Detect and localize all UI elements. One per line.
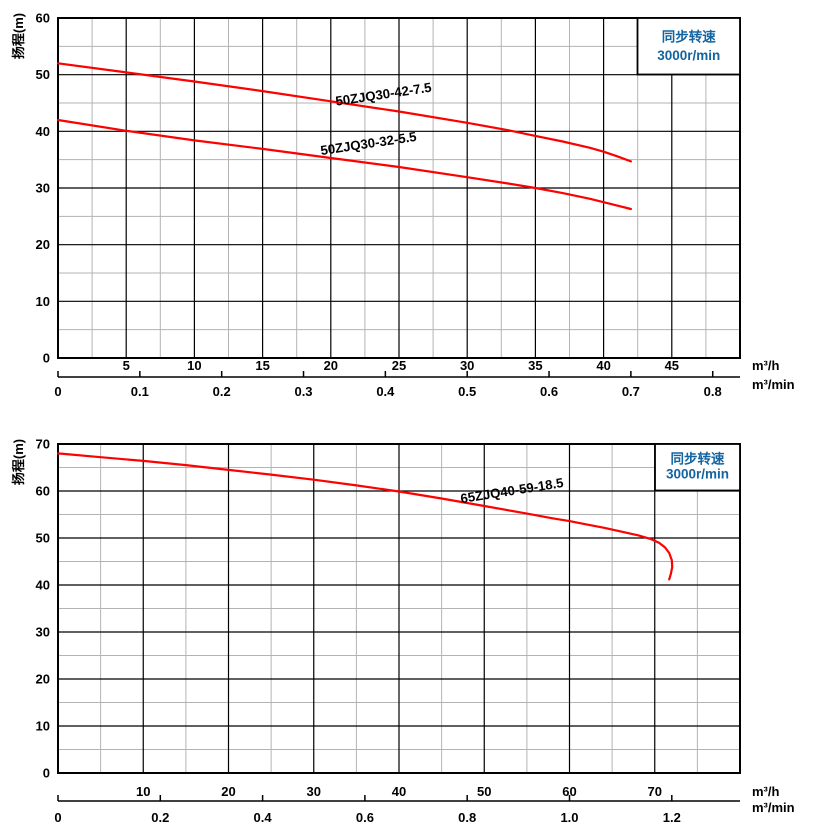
y-tick-label: 60 bbox=[36, 484, 50, 499]
y-tick-label: 10 bbox=[36, 719, 50, 734]
y-tick-label: 70 bbox=[36, 437, 50, 452]
x2-tick-label: 0.8 bbox=[458, 810, 476, 825]
x-tick-label: 25 bbox=[392, 358, 406, 373]
x-unit-primary-label: m³/h bbox=[752, 784, 780, 799]
curve-65ZJQ40-59-18.5 bbox=[56, 452, 674, 581]
y-tick-label: 0 bbox=[43, 351, 50, 366]
sync-speed-line2: 3000r/min bbox=[666, 466, 729, 481]
x-tick-label: 20 bbox=[221, 784, 235, 799]
x-tick-label: 40 bbox=[596, 358, 610, 373]
sync-speed-line2: 3000r/min bbox=[657, 48, 720, 63]
grid-major bbox=[58, 18, 740, 358]
x2-tick-label: 0.3 bbox=[294, 384, 312, 399]
sync-speed-box: 同步转速 3000r/min bbox=[636, 17, 741, 76]
x-tick-label: 50 bbox=[477, 784, 491, 799]
x-tick-label: 45 bbox=[665, 358, 679, 373]
y-tick-label: 20 bbox=[36, 672, 50, 687]
y-tick-label: 50 bbox=[36, 531, 50, 546]
x2-tick-label: 0 bbox=[54, 384, 61, 399]
plot-border bbox=[57, 17, 741, 359]
secondary-x-axis: 0 0.1 0.2 0.3 0.4 0.5 0.6 0.7 0.8 bbox=[54, 371, 740, 399]
x-unit-primary-label: m³/h bbox=[752, 358, 780, 373]
x2-tick-label: 0 bbox=[54, 810, 61, 825]
y-tick-label: 0 bbox=[43, 766, 50, 781]
y-tick-label: 30 bbox=[36, 181, 50, 196]
x2-tick-label: 0.2 bbox=[151, 810, 169, 825]
x-tick-label: 30 bbox=[307, 784, 321, 799]
x-tick-label: 15 bbox=[255, 358, 269, 373]
x2-tick-label: 1.2 bbox=[663, 810, 681, 825]
curve-label: 65ZJQ40-59-18.5 bbox=[459, 475, 564, 506]
x2-tick-label: 0.2 bbox=[213, 384, 231, 399]
x2-tick-label: 0.6 bbox=[356, 810, 374, 825]
x-tick-label: 10 bbox=[136, 784, 150, 799]
x2-tick-label: 0.7 bbox=[622, 384, 640, 399]
x2-tick-label: 0.4 bbox=[254, 810, 273, 825]
curve-50ZJQ30-32-5.5 bbox=[56, 118, 632, 211]
x2-tick-label: 0.1 bbox=[131, 384, 149, 399]
y-axis-tick-labels: 0 10 20 30 40 50 60 70 bbox=[36, 437, 50, 781]
sync-speed-line1: 同步转速 bbox=[671, 451, 725, 467]
x-unit-secondary-label: m³/min bbox=[752, 800, 795, 815]
x2-tick-label: 0.6 bbox=[540, 384, 558, 399]
plot-border bbox=[57, 443, 741, 774]
y-axis-tick-labels: 0 10 20 30 40 50 60 bbox=[36, 11, 50, 366]
curve-label: 50ZJQ30-32-5.5 bbox=[320, 129, 418, 158]
y-axis-title: 扬程(m) bbox=[11, 439, 26, 485]
x2-tick-label: 0.4 bbox=[376, 384, 395, 399]
x-axis-tick-labels: 10 20 30 40 50 60 70 bbox=[136, 784, 662, 799]
x2-tick-label: 1.0 bbox=[560, 810, 578, 825]
y-tick-label: 10 bbox=[36, 294, 50, 309]
x-tick-label: 60 bbox=[562, 784, 576, 799]
curve-label: 50ZJQ30-42-7.5 bbox=[335, 80, 433, 109]
x-axis-tick-labels: 5 10 15 20 25 30 35 40 45 bbox=[123, 358, 679, 373]
y-tick-label: 40 bbox=[36, 124, 50, 139]
y-tick-label: 40 bbox=[36, 578, 50, 593]
grid-major bbox=[58, 444, 740, 773]
x-tick-label: 10 bbox=[187, 358, 201, 373]
x2-tick-label: 0.5 bbox=[458, 384, 476, 399]
y-tick-label: 60 bbox=[36, 11, 50, 26]
secondary-x-axis: 0 0.2 0.4 0.6 0.8 1.0 1.2 bbox=[54, 795, 740, 825]
sync-speed-line1: 同步转速 bbox=[662, 29, 716, 45]
x-tick-label: 70 bbox=[648, 784, 662, 799]
y-tick-label: 30 bbox=[36, 625, 50, 640]
x-tick-label: 35 bbox=[528, 358, 542, 373]
y-axis-title: 扬程(m) bbox=[11, 13, 26, 59]
x-tick-label: 20 bbox=[324, 358, 338, 373]
curve-50ZJQ30-42-7.5 bbox=[56, 62, 632, 163]
x-tick-label: 40 bbox=[392, 784, 406, 799]
x-unit-secondary-label: m³/min bbox=[752, 377, 795, 392]
x-tick-label: 5 bbox=[123, 358, 130, 373]
y-tick-label: 20 bbox=[36, 237, 50, 252]
top-pump-chart: 0 10 20 30 40 50 60 5 10 15 20 25 30 35 40 45 0 0.1 0.2 0.3… bbox=[11, 11, 795, 400]
x2-tick-label: 0.8 bbox=[704, 384, 722, 399]
x-tick-label: 30 bbox=[460, 358, 474, 373]
y-tick-label: 50 bbox=[36, 67, 50, 82]
